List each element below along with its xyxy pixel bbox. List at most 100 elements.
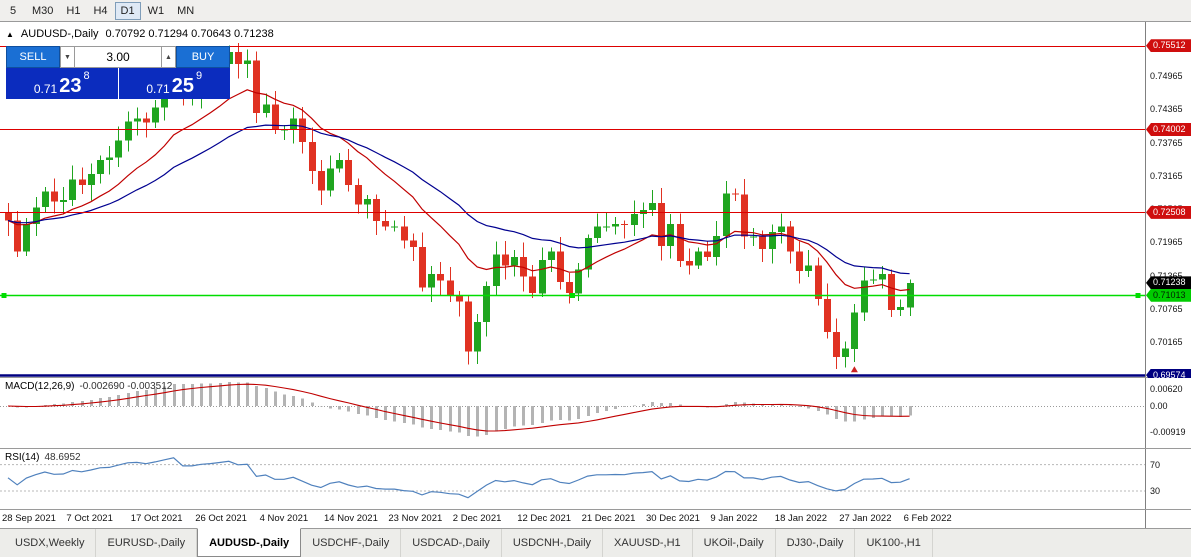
chart-ohlc-values: 0.70792 0.71294 0.70643 0.71238 (105, 28, 274, 40)
rsi-axis-label: 70 (1150, 459, 1161, 470)
rsi-canvas[interactable] (0, 449, 1145, 509)
chart-tab-audusd-daily[interactable]: AUDUSD-,Daily (197, 528, 302, 557)
price-tick-label: 0.71965 (1150, 237, 1183, 248)
date-tick-label: 4 Nov 2021 (259, 513, 309, 524)
rsi-value: 48.6952 (44, 452, 81, 463)
date-tick-label: 9 Jan 2022 (710, 513, 758, 524)
volume-input[interactable]: 3.00 (75, 46, 161, 68)
trade-controls-row: SELL ▼ 3.00 ▲ BUY (6, 46, 230, 68)
rsi-axis-label: 30 (1150, 486, 1161, 496)
macd-label: MACD(12,26,9) -0.002690 -0.003512 (5, 381, 172, 392)
price-tick-label: 0.71365 (1150, 270, 1183, 281)
macd-canvas[interactable] (0, 378, 1145, 448)
macd-axis-label: 0.00 (1150, 401, 1168, 411)
buy-button[interactable]: BUY (176, 46, 230, 68)
macd-name: MACD(12,26,9) (5, 381, 75, 392)
chart-tab-eurusd-daily[interactable]: EURUSD-,Daily (96, 529, 198, 557)
one-click-trading-panel: SELL ▼ 3.00 ▲ BUY 0.71 23 8 0.71 25 (6, 46, 230, 99)
date-tick-label: 12 Dec 2021 (517, 513, 572, 524)
ma-slow-line (7, 124, 910, 275)
price-tick-label: 0.73765 (1150, 137, 1183, 148)
level-drag-handle[interactable] (1, 293, 7, 298)
date-tick-label: 2 Dec 2021 (452, 513, 502, 524)
main-price-axis[interactable]: 0.749650.743650.737650.731650.725650.719… (1145, 22, 1191, 382)
chart-tab-dj30-daily[interactable]: DJ30-,Daily (776, 529, 856, 557)
chart-tab-usdcnh-daily[interactable]: USDCNH-,Daily (502, 529, 604, 557)
trade-prices-row: 0.71 23 8 0.71 25 9 (6, 68, 230, 99)
price-level-badge: 0.75512 (1146, 39, 1191, 53)
volume-increment-button[interactable]: ▲ (161, 46, 176, 68)
price-tick-label: 0.70765 (1150, 304, 1183, 315)
macd-axis[interactable]: 0.00620 0.00 -0.00919 (1145, 378, 1191, 448)
chart-symbol-label: AUDUSD-,Daily (20, 28, 99, 40)
date-tick-label: 28 Sep 2021 (2, 513, 56, 524)
chart-tab-uk100-h1[interactable]: UK100-,H1 (855, 529, 933, 557)
price-tick-label: 0.73165 (1150, 170, 1183, 181)
sell-price-display[interactable]: 0.71 23 8 (6, 68, 118, 99)
macd-axis-label: 0.00620 (1150, 384, 1183, 394)
ma-fast-line (7, 89, 910, 292)
buy-price-display[interactable]: 0.71 25 9 (118, 68, 230, 99)
date-tick-label: 21 Dec 2021 (581, 513, 636, 524)
buy-price-point: 9 (195, 70, 203, 82)
sell-price-point: 8 (83, 70, 90, 82)
date-tick-label: 7 Oct 2021 (66, 513, 113, 524)
panel-separator[interactable] (0, 509, 1191, 510)
price-tick-label: 0.70165 (1150, 337, 1183, 348)
buy-price-main: 0.71 (146, 82, 170, 96)
rsi-line (7, 457, 910, 499)
level-drag-handle[interactable] (1135, 293, 1141, 298)
date-tick-label: 27 Jan 2022 (839, 513, 892, 524)
price-level-badge: 0.71013 (1146, 288, 1191, 302)
price-tick-label: 0.74965 (1150, 71, 1183, 82)
chart-icon: ▲ (6, 29, 14, 39)
date-tick-label: 23 Nov 2021 (388, 513, 443, 524)
macd-panel: MACD(12,26,9) -0.002690 -0.003512 0.00620… (0, 378, 1191, 448)
arrow-down-icon: ▼ (64, 53, 71, 61)
rsi-label: RSI(14) 48.6952 (5, 452, 81, 463)
volume-decrement-button[interactable]: ▼ (60, 46, 75, 68)
date-tick-label: 14 Nov 2021 (324, 513, 378, 524)
timeframe-toolbar: 5 M30 H1 H4 D1 W1 MN (0, 0, 1191, 22)
date-tick-label: 17 Oct 2021 (130, 513, 183, 524)
timeframe-button-m30[interactable]: M30 (32, 4, 54, 17)
chart-tab-usdcad-daily[interactable]: USDCAD-,Daily (401, 529, 502, 557)
macd-signal-line (7, 383, 910, 432)
rsi-axis[interactable]: 70 30 (1145, 449, 1191, 509)
panel-separator[interactable] (0, 377, 1191, 378)
macd-values: -0.002690 -0.003512 (79, 381, 173, 392)
date-tick-label: 30 Dec 2021 (646, 513, 700, 524)
timeframe-button-mn[interactable]: MN (177, 4, 195, 17)
date-tick-label: 6 Feb 2022 (903, 513, 952, 524)
timeframe-button-w1[interactable]: W1 (147, 4, 165, 17)
sell-price-main: 0.71 (33, 82, 58, 96)
level-drag-handle[interactable] (570, 293, 575, 298)
timeframe-button-5[interactable]: 5 (9, 4, 17, 17)
date-tick-label: 26 Oct 2021 (195, 513, 247, 524)
timeframe-button-h4[interactable]: H4 (93, 4, 108, 17)
chart-tab-usdchf-daily[interactable]: USDCHF-,Daily (301, 529, 402, 557)
price-level-badge: 0.72508 (1146, 205, 1191, 219)
chart-tabbar: USDX,Weekly EURUSD-,Daily AUDUSD-,Daily USD… (0, 528, 1191, 557)
chart-tab-xauusd-h1[interactable]: XAUUSD-,H1 (603, 529, 693, 557)
timeframe-button-d1[interactable]: D1 (114, 1, 141, 20)
sell-price-pips: 23 (59, 75, 82, 97)
timeframe-button-h1[interactable]: H1 (66, 4, 81, 17)
rsi-panel: RSI(14) 48.6952 70 30 (0, 449, 1191, 509)
sell-button[interactable]: SELL (6, 46, 60, 68)
chart-tab-ukoil-daily[interactable]: UKOil-,Daily (693, 529, 776, 557)
macd-axis-label: -0.00919 (1150, 427, 1186, 437)
buy-price-pips: 25 (171, 75, 194, 97)
date-tick-label: 18 Jan 2022 (774, 513, 828, 524)
chart-tab-usdx-weekly[interactable]: USDX,Weekly (4, 529, 97, 557)
up-arrow-marker (850, 366, 858, 373)
price-level-badge: 0.74002 (1146, 122, 1191, 136)
chart-title: ▲ AUDUSD-,Daily 0.70792 0.71294 0.70643 … (6, 28, 274, 40)
rsi-name: RSI(14) (5, 452, 40, 463)
main-chart-panel: ▲ AUDUSD-,Daily 0.70792 0.71294 0.70643 … (0, 22, 1191, 382)
date-axis[interactable]: 28 Sep 2021 7 Oct 2021 17 Oct 2021 26 Oct 2… (0, 510, 1191, 528)
current-price-badge: 0.71238 (1146, 276, 1191, 290)
axis-corner (1145, 510, 1191, 528)
panel-separator[interactable] (0, 448, 1191, 449)
